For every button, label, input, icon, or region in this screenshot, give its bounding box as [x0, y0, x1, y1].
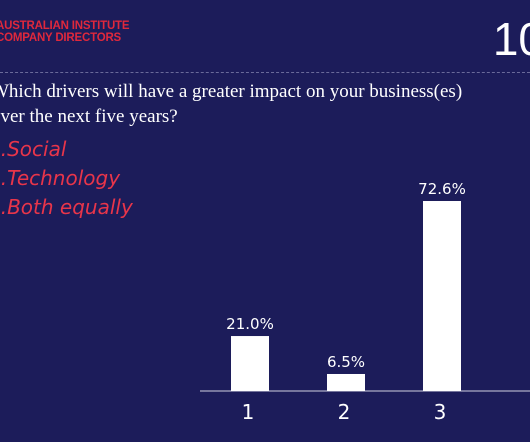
answer-options-list: 1.Social 2.Technology 3.Both equally — [0, 135, 133, 222]
x-tick-label-1: 1 — [242, 400, 255, 424]
data-label-3: 72.6% — [418, 180, 466, 198]
header-divider — [0, 72, 530, 73]
bar-2 — [327, 373, 365, 391]
answer-option-both-equally: 3.Both equally — [0, 195, 133, 219]
bar-1 — [231, 336, 269, 391]
logo-line-1: AUSTRALIAN INSTITUTE — [0, 20, 130, 32]
slide-number: 10 — [492, 13, 530, 65]
question-text: Which drivers will have a greater impact… — [0, 79, 530, 129]
data-label-2: 6.5% — [327, 353, 365, 371]
question-line-1: Which drivers will have a greater impact… — [0, 81, 463, 102]
organization-logo: AUSTRALIAN INSTITUTE COMPANY DIRECTORS — [0, 20, 130, 44]
logo-line-2: COMPANY DIRECTORS — [0, 32, 122, 44]
data-label-1: 21.0% — [226, 315, 274, 333]
answer-option-technology: 2.Technology — [0, 166, 121, 190]
x-tick-label-2: 2 — [338, 400, 351, 424]
question-line-2: over the next five years? — [0, 106, 178, 127]
bar-3 — [423, 201, 461, 391]
x-tick-label-3: 3 — [434, 400, 447, 424]
answer-option-social: 1.Social — [0, 137, 67, 161]
